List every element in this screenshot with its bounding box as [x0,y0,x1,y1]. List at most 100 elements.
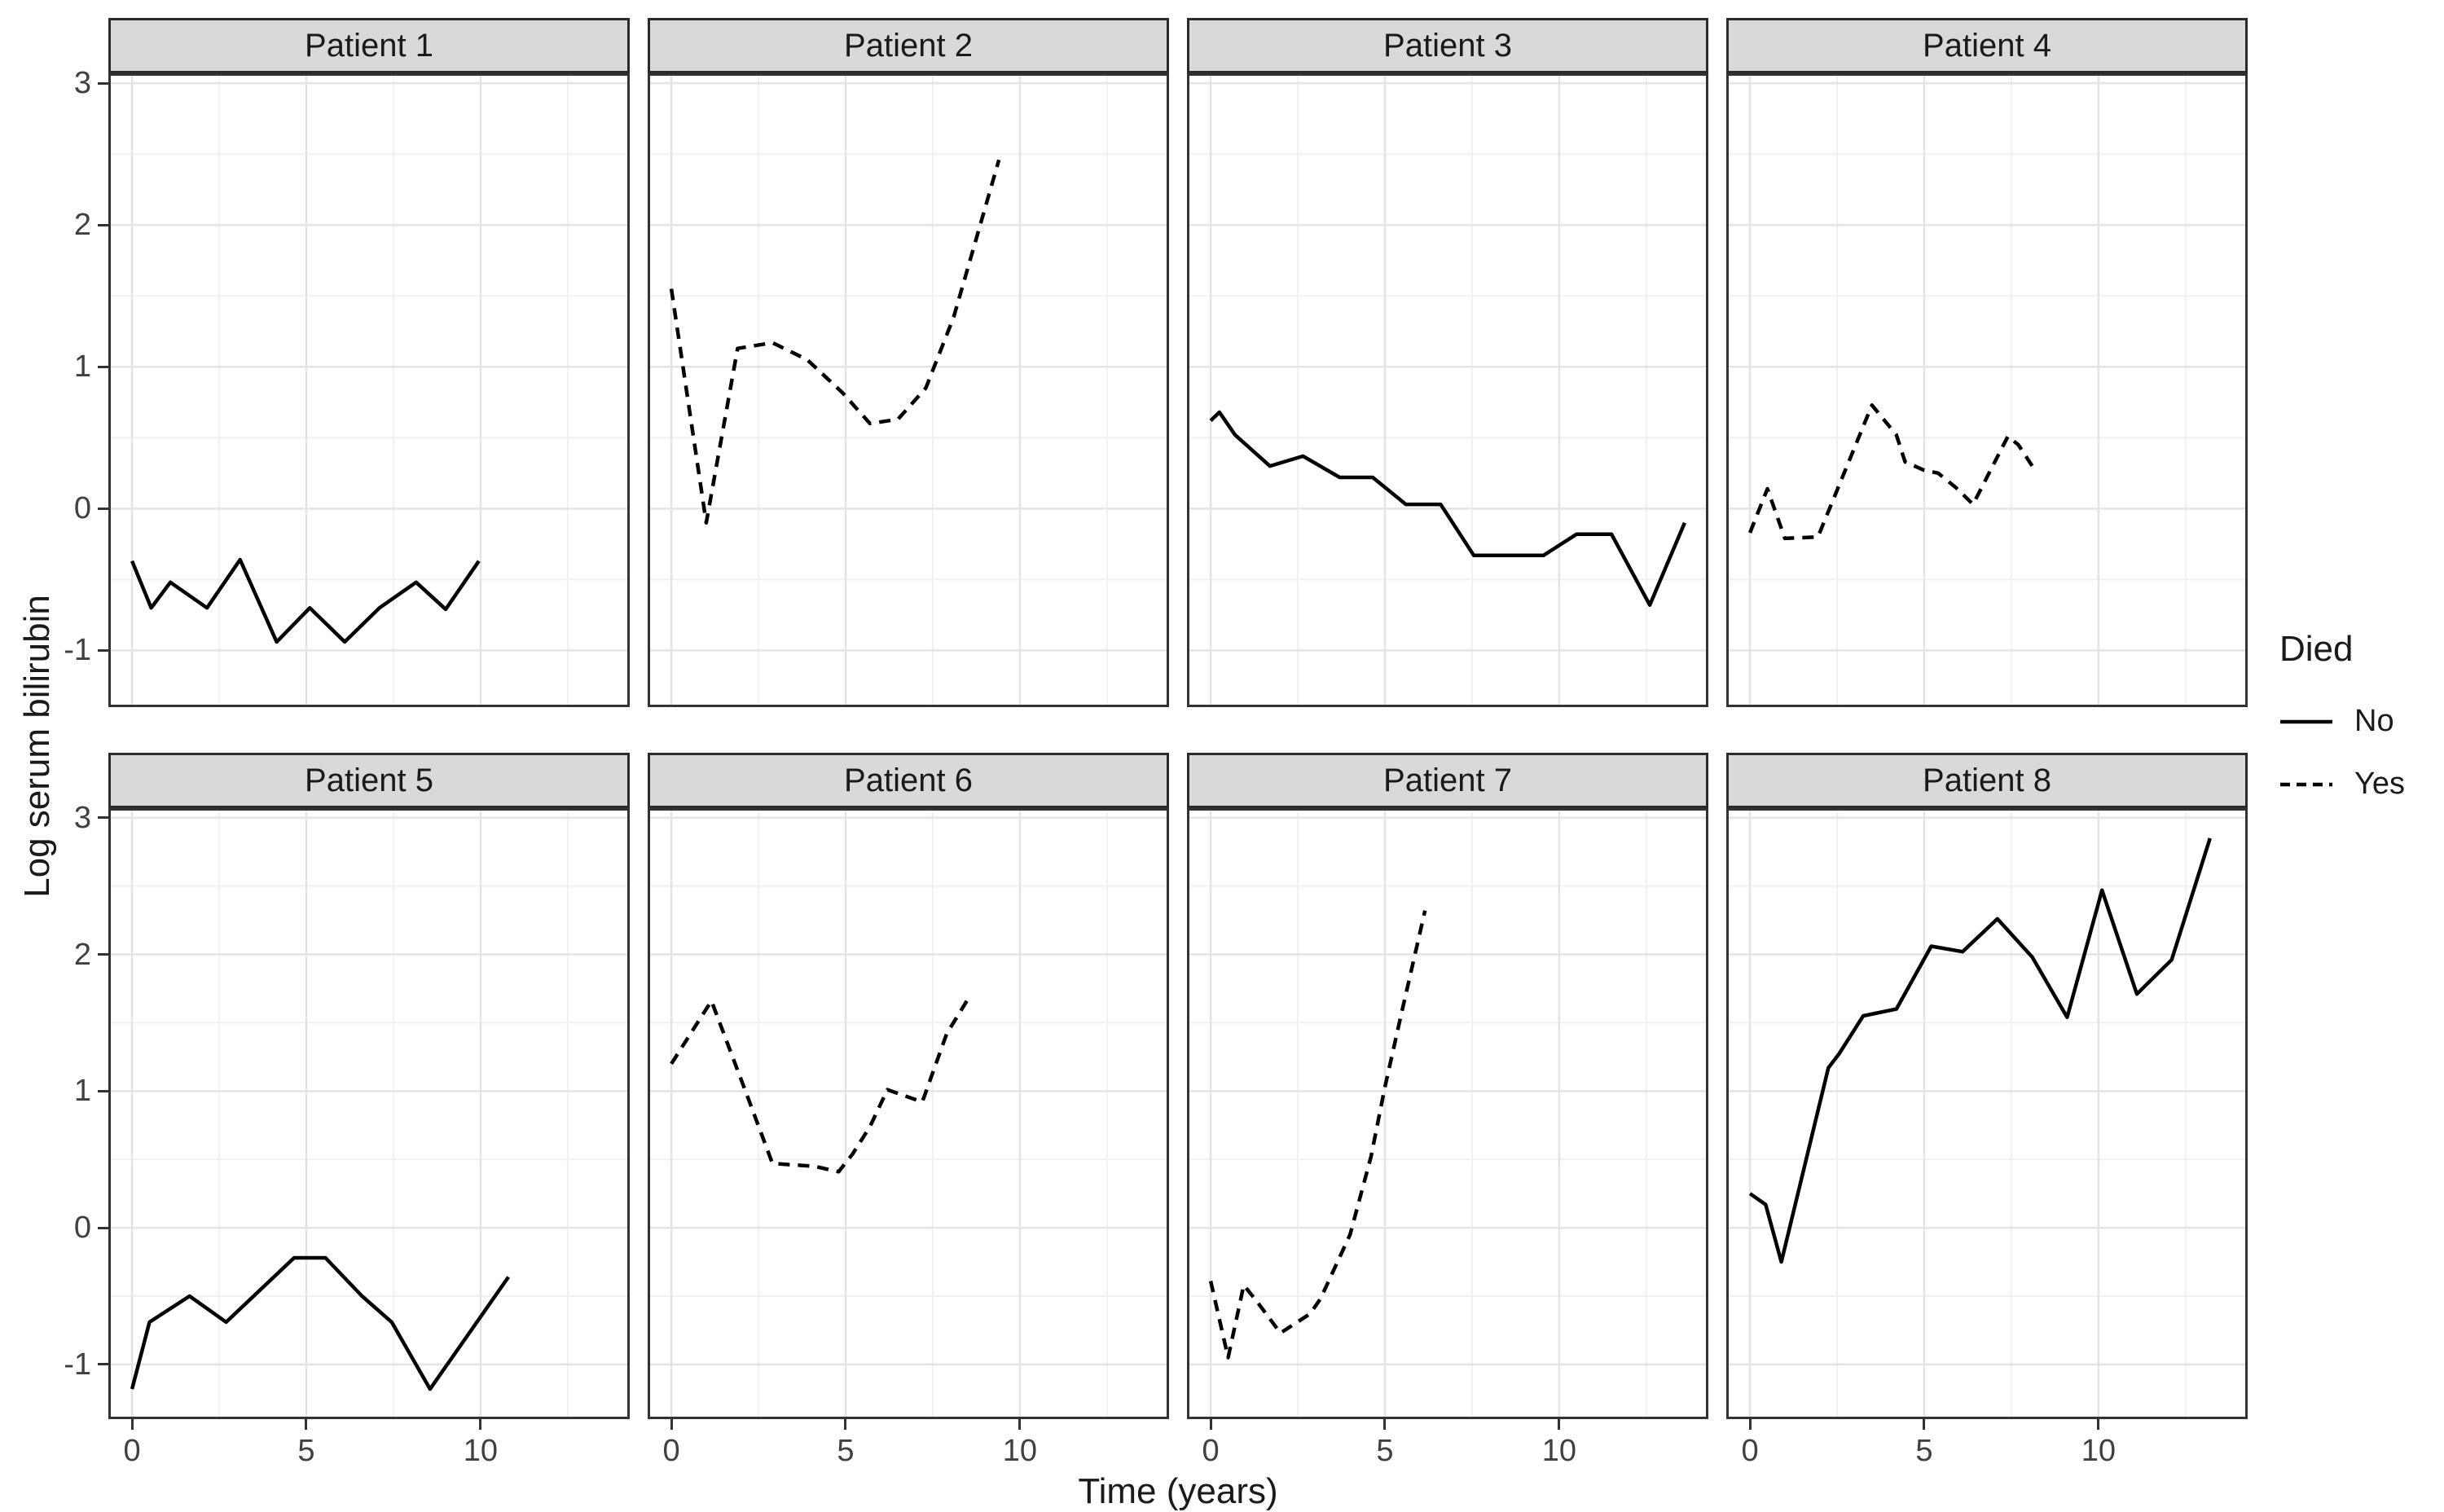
facet-strip: Patient 3 [1187,18,1708,73]
x-tick-label: 0 [1202,1434,1220,1468]
data-line [1748,403,2034,541]
data-line [669,159,1001,525]
facet-strip: Patient 2 [648,18,1169,73]
x-tick-label: 5 [297,1434,315,1468]
facet-strip: Patient 5 [108,753,630,808]
x-axis-tick [1923,1419,1926,1430]
x-axis-tick [305,1419,308,1430]
x-tick-label: 0 [1741,1434,1759,1468]
legend-label-no: No [2354,704,2394,738]
legend-item-yes: Yes [2279,767,2405,802]
legend: Died No Yes [2279,629,2405,829]
facet-panel: Patient 2 [648,18,1169,707]
facet-panel: Patient 4 [1726,18,2248,707]
facet-strip-label: Patient 2 [844,27,973,64]
y-axis-tick [98,648,108,652]
y-axis-tick [98,816,108,820]
panel-border [1726,73,2248,707]
data-line [1208,910,1427,1360]
y-axis-tick [98,1226,108,1229]
facet-strip-label: Patient 5 [305,762,433,798]
panel-border [1726,808,2248,1419]
x-axis-tick [130,1419,134,1430]
y-axis-tick [98,953,108,956]
panel-border [108,73,630,707]
line-chart [1187,808,1708,1419]
facet-strip-label: Patient 6 [844,762,973,798]
facet-strip: Patient 4 [1726,18,2248,73]
panel-border [1187,808,1708,1419]
x-tick-label: 5 [837,1434,855,1468]
y-tick-label: 1 [73,349,91,385]
facet-panel: Patient 7 [1187,753,1708,1419]
x-axis-tick [2097,1419,2100,1430]
y-tick-label: -1 [64,1347,91,1382]
panel-border [1187,73,1708,707]
y-tick-label: 2 [73,937,91,972]
y-axis-tick [98,365,108,368]
x-axis-tick [670,1419,673,1430]
x-axis-tick [1383,1419,1387,1430]
data-line [1748,837,2212,1264]
y-axis-tick [98,223,108,226]
line-chart [108,808,630,1419]
x-tick-label: 10 [1541,1434,1577,1468]
x-axis-tick [1748,1419,1752,1430]
facet-strip: Patient 8 [1726,753,2248,808]
y-axis-title: Log serum bilirubin [17,595,57,898]
facet-strip: Patient 7 [1187,753,1708,808]
x-tick-label: 10 [2081,1434,2117,1468]
y-tick-label: 1 [73,1074,91,1109]
line-chart [1187,73,1708,707]
legend-title: Died [2279,629,2354,669]
facet-panel: Patient 6 [648,753,1169,1419]
facet-panel: Patient 5 [108,753,630,1419]
x-axis-tick [1209,1419,1212,1430]
data-line [1209,410,1686,607]
x-tick-label: 5 [1915,1434,1933,1468]
y-axis-tick [98,1363,108,1366]
facet-strip-label: Patient 4 [1923,27,2051,64]
x-axis-tick [844,1419,847,1430]
x-tick-label: 10 [463,1434,499,1468]
y-tick-label: 0 [73,1211,91,1246]
facet-panel: Patient 1 [108,18,630,707]
facet-strip-label: Patient 1 [305,27,433,64]
y-tick-label: -1 [64,633,91,668]
y-tick-label: 3 [73,66,91,101]
y-axis-tick [98,81,108,85]
x-tick-label: 5 [1376,1434,1394,1468]
panel-border [648,73,1169,707]
data-line [670,993,973,1174]
x-tick-label: 0 [662,1434,680,1468]
y-tick-label: 0 [73,491,91,526]
facet-strip-label: Patient 3 [1383,27,1512,64]
x-axis-tick [1018,1419,1022,1430]
x-axis-tick [479,1419,482,1430]
line-chart [648,73,1169,707]
x-axis-tick [1558,1419,1561,1430]
line-chart [1726,73,2248,707]
line-chart [648,808,1169,1419]
y-axis-tick [98,1089,108,1092]
solid-line-key-icon [2280,719,2332,723]
facet-strip: Patient 1 [108,18,630,73]
facet-strip-label: Patient 8 [1923,762,2051,798]
y-tick-label: 3 [73,800,91,835]
x-tick-label: 10 [1002,1434,1038,1468]
legend-label-yes: Yes [2354,767,2405,801]
y-axis-tick [98,507,108,510]
line-chart [108,73,630,707]
line-chart [1726,808,2248,1419]
facet-panel: Patient 3 [1187,18,1708,707]
facet-strip-label: Patient 7 [1383,762,1512,798]
panel-border [108,808,630,1419]
data-line [130,1255,510,1391]
data-line [130,557,481,644]
facet-strip: Patient 6 [648,753,1169,808]
dashed-line-key-icon [2280,782,2332,786]
panel-border [648,808,1169,1419]
x-axis-title: Time (years) [1078,1471,1278,1511]
facet-panel: Patient 8 [1726,753,2248,1419]
legend-item-no: No [2279,704,2405,739]
